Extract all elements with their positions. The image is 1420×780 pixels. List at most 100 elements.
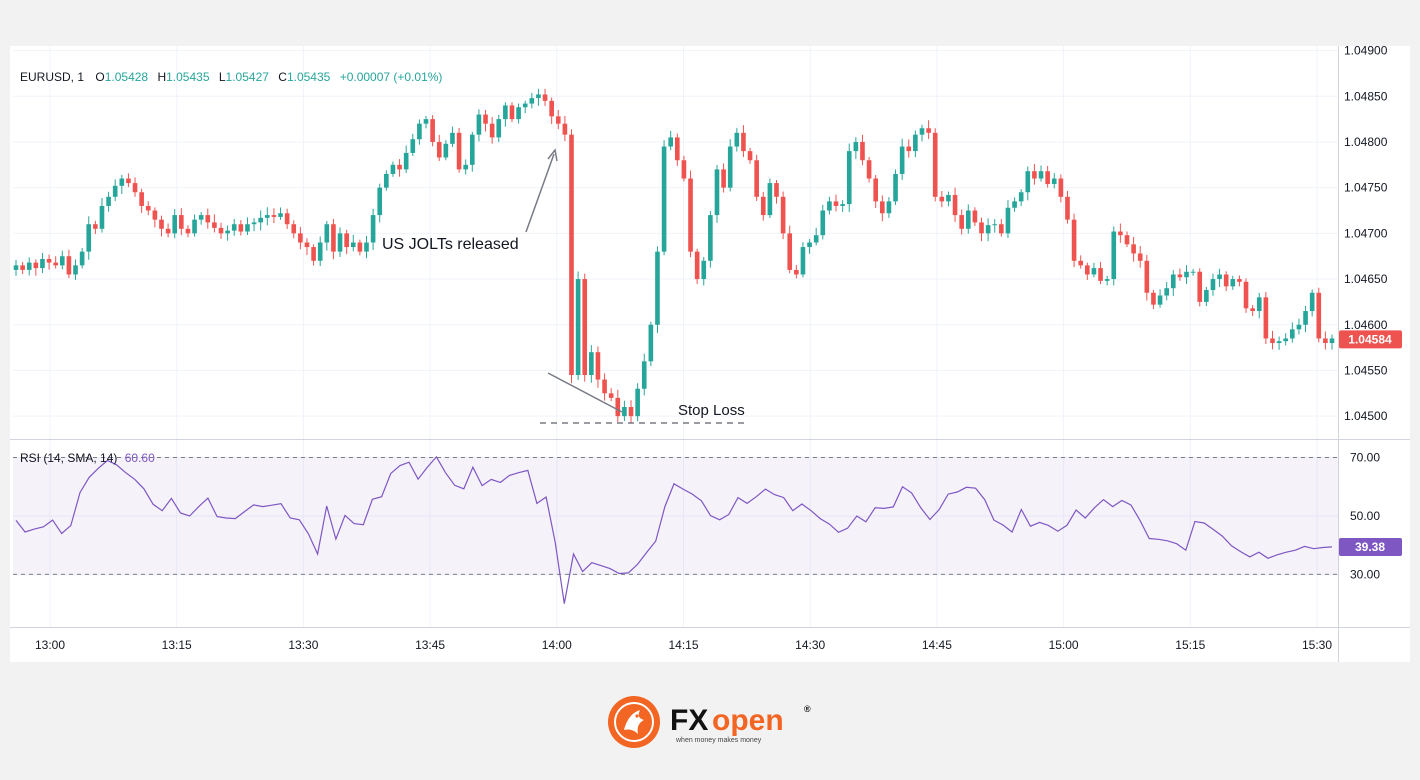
time-tick-label: 15:00 (1049, 638, 1079, 652)
candle-down (959, 215, 964, 229)
candle-up (648, 324, 654, 362)
candle-up (59, 256, 65, 266)
candle-up (251, 222, 257, 225)
gridlines (13, 46, 1338, 627)
fxopen-emblem-icon (608, 696, 660, 748)
candle-up (827, 201, 832, 211)
candle-up (1005, 207, 1011, 234)
candle-down (780, 196, 786, 234)
candle-down (1071, 219, 1077, 261)
candle-up (1091, 268, 1097, 275)
candle-down (1237, 279, 1242, 282)
candle-up (1051, 178, 1057, 185)
candle-up (708, 215, 713, 261)
time-tick-label: 13:15 (162, 638, 192, 652)
candle-down (179, 215, 184, 229)
candle-down (331, 224, 336, 252)
candle-up (853, 141, 859, 152)
price-tick-label: 1.04600 (1344, 318, 1388, 332)
time-tick-label: 15:30 (1302, 638, 1332, 652)
symbol-label: EURUSD (20, 70, 71, 84)
candle-down (238, 224, 244, 232)
candle-up (1204, 290, 1209, 302)
candle-down (1124, 235, 1130, 245)
price-tick-label: 1.04550 (1344, 363, 1388, 377)
candle-down (456, 132, 462, 170)
low-key: L (219, 70, 226, 84)
candle-down (952, 194, 958, 216)
candle-up (800, 247, 806, 275)
candle-up (575, 279, 581, 376)
candle-down (926, 128, 931, 133)
price-tick-label: 1.04750 (1344, 181, 1388, 195)
candle-up (1290, 329, 1295, 339)
candle-up (1025, 171, 1031, 193)
chart-canvas[interactable]: 1.04900 1.04850 1.04800 1.04750 1.04700 1.046… (10, 46, 1410, 662)
candle-up (264, 215, 270, 218)
candle-down (873, 178, 879, 202)
candle-down (212, 222, 217, 228)
candle-down (284, 213, 290, 225)
candle-down (53, 262, 58, 266)
candle-up (192, 219, 197, 234)
rsi-series-line (15, 455, 1333, 604)
candle-up (529, 98, 535, 104)
candle-down (602, 379, 607, 394)
price-tick-label: 1.04850 (1344, 89, 1388, 103)
candle-down (866, 160, 872, 179)
candle-up (317, 242, 323, 261)
candle-up (377, 187, 383, 216)
candle-up (79, 251, 85, 266)
candle-up (198, 215, 204, 220)
candles (13, 88, 1335, 424)
candle-down (139, 192, 144, 206)
candle-down (436, 141, 442, 158)
candle-up (403, 152, 409, 170)
candle-up (503, 105, 508, 120)
rsi-band (13, 457, 1338, 575)
chart-panel[interactable]: 1.04900 1.04850 1.04800 1.04750 1.04700 1.046… (10, 46, 1410, 662)
candle-down (430, 119, 435, 142)
time-tick-label: 14:00 (542, 638, 572, 652)
candle-down (879, 201, 885, 214)
candle-down (159, 219, 164, 229)
candle-up (840, 204, 845, 206)
candle-down (291, 224, 297, 234)
candle-up (734, 132, 740, 147)
candle-down (1323, 338, 1328, 344)
candle-down (20, 265, 25, 270)
candle-down (165, 228, 171, 234)
candle-down (939, 196, 945, 202)
candle-down (754, 160, 759, 197)
candle-down (774, 183, 779, 197)
candle-up (1170, 274, 1176, 289)
candle-up (992, 224, 998, 226)
candle-up (522, 103, 528, 108)
candle-up (13, 265, 19, 270)
candle-down (595, 352, 601, 380)
brand-open: open (712, 704, 784, 737)
candle-up (450, 132, 455, 144)
jolts-arrow-head (547, 148, 558, 162)
candle-up (893, 173, 898, 202)
candle-up (1276, 341, 1282, 344)
candle-down (311, 247, 316, 261)
candle-up (417, 123, 422, 140)
candle-down (93, 224, 98, 229)
candle-up (423, 119, 429, 124)
candle-up (913, 134, 918, 152)
candle-up (119, 178, 125, 186)
candle-down (1045, 171, 1050, 185)
candle-down (1316, 292, 1322, 339)
candle-up (1256, 297, 1262, 312)
candle-down (489, 123, 495, 138)
rsi-value-tag: 39.38 (1339, 537, 1402, 556)
candle-up (324, 224, 330, 243)
candle-down (760, 196, 766, 216)
rsi-tick-label: 50.00 (1350, 509, 1380, 523)
candle-down (972, 210, 978, 223)
candle-down (1270, 338, 1275, 344)
candle-up (1164, 288, 1169, 296)
open-key: O (95, 70, 104, 84)
brand-fx: FX (670, 704, 708, 737)
